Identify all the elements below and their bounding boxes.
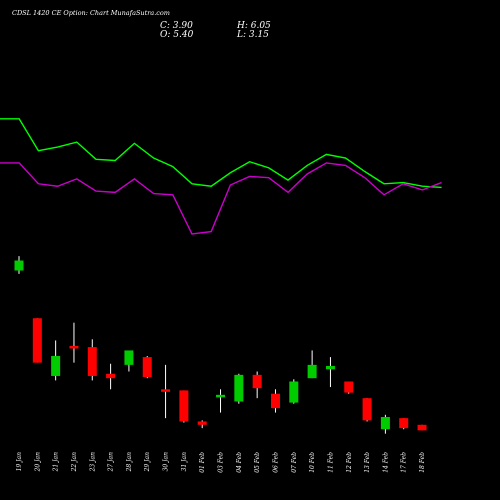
candle-down bbox=[252, 374, 262, 389]
candle-down bbox=[142, 357, 152, 378]
x-tick-label: 05 Feb bbox=[254, 452, 261, 473]
candle-up bbox=[14, 260, 24, 271]
candle-down bbox=[399, 418, 409, 429]
candle-down bbox=[179, 390, 189, 422]
x-tick-label: 03 Feb bbox=[218, 452, 225, 473]
candle-down bbox=[87, 347, 97, 376]
candle-up bbox=[124, 350, 134, 365]
candle-up bbox=[325, 365, 335, 370]
x-tick-label: 28 Jan bbox=[126, 452, 133, 473]
green-line-series bbox=[0, 118, 442, 189]
candle-down bbox=[106, 373, 116, 379]
candle-down bbox=[161, 389, 171, 392]
indicator-lines bbox=[0, 118, 442, 235]
low-value: L: 3.15 bbox=[237, 30, 269, 40]
x-tick-label: 29 Jan bbox=[144, 452, 151, 473]
x-tick-label: 10 Feb bbox=[309, 452, 316, 473]
candle-up bbox=[380, 417, 390, 430]
x-tick-label: 12 Feb bbox=[346, 452, 353, 473]
x-tick-label: 23 Jan bbox=[89, 452, 96, 473]
x-tick-label: 31 Jan bbox=[181, 452, 188, 472]
x-tick-label: 20 Jan bbox=[34, 452, 41, 473]
x-axis-labels: 19 Jan 20 Jan 21 Jan 22 Jan 23 Jan 27 Jan 28 J… bbox=[16, 452, 426, 473]
x-tick-label: 18 Feb bbox=[419, 452, 426, 473]
candle-up bbox=[216, 394, 226, 398]
candle-up bbox=[307, 364, 317, 379]
x-tick-label: 27 Jan bbox=[108, 452, 115, 473]
x-tick-label: 19 Jan bbox=[16, 452, 23, 472]
candle-down bbox=[344, 381, 354, 393]
magenta-line-series bbox=[0, 162, 442, 235]
x-tick-label: 30 Jan bbox=[163, 452, 170, 472]
x-tick-label: 13 Feb bbox=[364, 452, 371, 473]
candle-down bbox=[197, 421, 207, 425]
candlestick-series bbox=[14, 256, 427, 434]
x-tick-label: 07 Feb bbox=[291, 452, 298, 473]
candle-down bbox=[32, 318, 42, 363]
candle-up bbox=[51, 355, 61, 376]
high-value: H: 6.05 bbox=[237, 21, 271, 31]
candle-up bbox=[289, 381, 299, 403]
x-tick-label: 14 Feb bbox=[382, 452, 389, 473]
candle-down bbox=[270, 393, 280, 409]
chart-title: CDSL 1420 CE Option: Chart MunafaSutra.c… bbox=[12, 9, 170, 17]
candle-up bbox=[234, 374, 244, 402]
x-tick-label: 11 Feb bbox=[327, 452, 334, 473]
x-tick-label: 17 Feb bbox=[401, 452, 408, 473]
x-tick-label: 22 Jan bbox=[71, 452, 78, 473]
x-tick-label: 01 Feb bbox=[199, 452, 206, 473]
x-tick-label: 06 Feb bbox=[272, 452, 279, 473]
candle-down bbox=[417, 424, 427, 431]
close-value: C: 3.90 bbox=[160, 21, 193, 31]
x-tick-label: 21 Jan bbox=[53, 452, 60, 473]
candle-down bbox=[362, 398, 372, 421]
open-value: O: 5.40 bbox=[160, 30, 194, 40]
candle-down bbox=[69, 345, 79, 349]
x-tick-label: 04 Feb bbox=[236, 452, 243, 473]
